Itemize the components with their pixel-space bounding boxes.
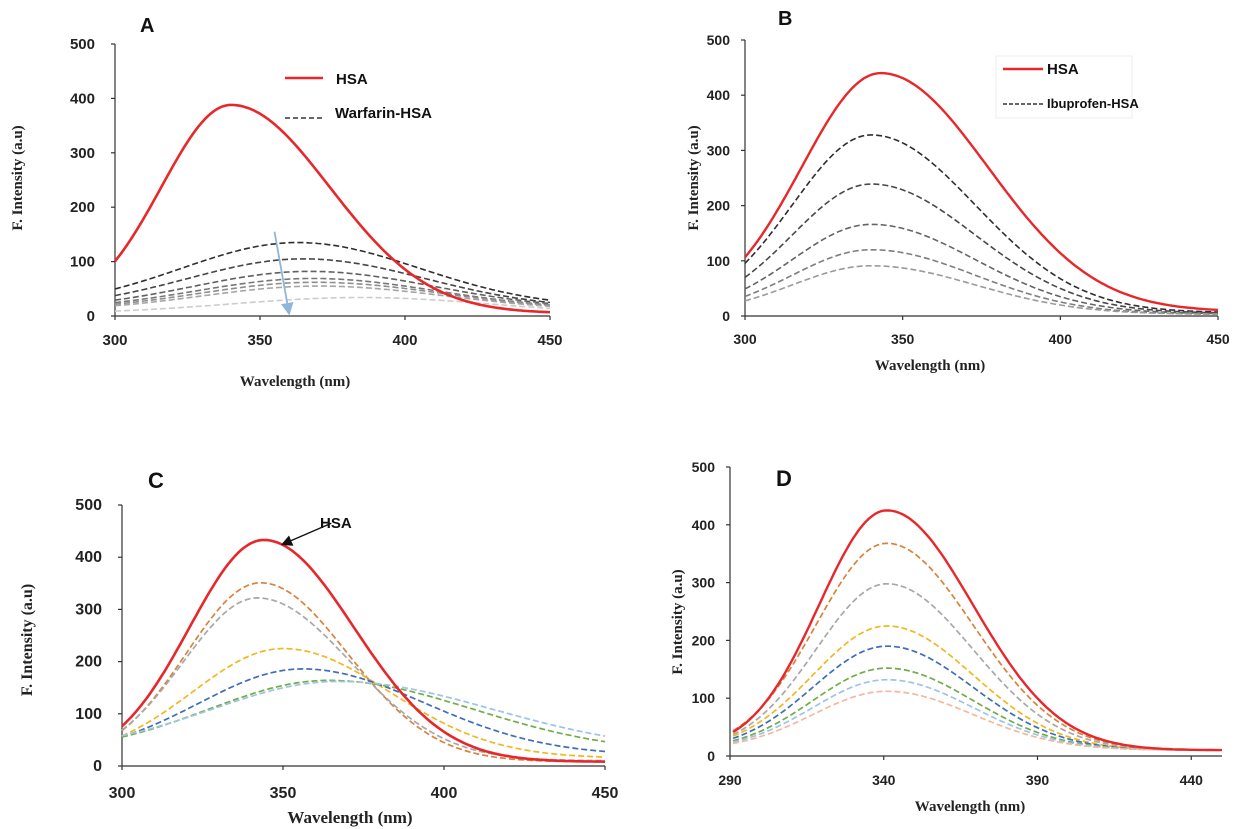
series-line-a-1 (114, 241, 551, 301)
y-tick-label-d-0: 0 (707, 748, 715, 764)
legend-label-hsa-a: HSA (336, 71, 368, 88)
y-tick-label-b-1: 100 (707, 253, 731, 269)
series-line-d-3 (732, 625, 1223, 752)
series-line-c-3 (121, 647, 606, 758)
x-tick-label-b-3: 450 (1206, 331, 1230, 347)
y-tick-label-b-5: 500 (707, 32, 731, 48)
x-tick-label-d-2: 390 (1026, 772, 1050, 788)
x-axis-label-d: Wavelength (nm) (915, 799, 1025, 815)
x-tick-label-a-0: 300 (102, 332, 127, 349)
x-axis-label-b: Wavelength (nm) (875, 358, 985, 374)
panel-b: B 0 100 200 300 400 500 300 350 400 450 Wavelengt… (686, 8, 1230, 374)
y-axis-label-d: F. Intensity (a.u) (670, 569, 686, 674)
y-tick-label-a-0: 0 (87, 308, 95, 325)
y-tick-label-c-2: 200 (75, 654, 102, 671)
series-line-a-0 (113, 103, 551, 314)
x-tick-label-d-3: 440 (1180, 772, 1204, 788)
legend-box-a (322, 68, 352, 146)
legend-label-hsa-b: HSA (1047, 61, 1079, 78)
series-line-d-1 (732, 542, 1222, 751)
series-line-b-2 (744, 183, 1218, 314)
y-tick-label-b-3: 300 (707, 142, 731, 158)
y-tick-label-b-0: 0 (722, 308, 730, 324)
panel-label-c: C (148, 468, 164, 493)
y-tick-label-c-3: 300 (75, 601, 102, 618)
series-line-c-4 (121, 668, 606, 753)
x-tick-label-a-3: 450 (537, 332, 562, 349)
y-tick-label-d-1: 100 (692, 690, 716, 706)
legend-box-b (995, 55, 1133, 119)
annotation-label-hsa-c: HSA (320, 515, 352, 532)
x-tick-label-a-1: 350 (247, 332, 272, 349)
x-tick-label-c-3: 450 (592, 785, 619, 802)
series-line-b-4 (744, 249, 1218, 315)
x-tick-label-b-0: 300 (733, 331, 757, 347)
series-line-d-0 (732, 509, 1222, 752)
panel-label-a: A (140, 15, 154, 37)
x-tick-label-a-2: 400 (392, 332, 417, 349)
panel-a: A 0 100 200 300 400 500 300 350 400 450 Wavelengt… (10, 15, 563, 390)
y-tick-label-b-4: 400 (707, 87, 731, 103)
x-tick-label-b-2: 400 (1049, 331, 1073, 347)
legend-a: HSA Warfarin-HSA (285, 68, 432, 146)
y-axis-label-b: F. Intensity (a.u) (686, 125, 702, 230)
y-tick-label-d-2: 200 (692, 632, 716, 648)
y-tick-label-a-2: 200 (70, 199, 95, 216)
plot-area-c: 0 100 200 300 400 500 300 350 400 450 (75, 497, 618, 802)
annotation-hsa-c: HSA (320, 515, 352, 532)
plot-area-a: 0 100 200 300 400 500 300 350 400 450 (70, 36, 563, 349)
y-tick-label-c-4: 400 (75, 549, 102, 566)
series-line-b-0 (744, 71, 1219, 312)
x-tick-label-d-0: 290 (718, 772, 742, 788)
series-line-a-5 (114, 281, 551, 307)
x-tick-label-c-2: 400 (431, 785, 458, 802)
y-tick-label-a-1: 100 (70, 254, 95, 271)
series-line-a-2 (114, 258, 551, 304)
panel-label-d: D (776, 466, 792, 491)
series-line-c-5 (121, 679, 606, 743)
series-line-a-6 (114, 285, 551, 308)
series-line-c-0 (121, 538, 606, 763)
legend-label-ibuprofen-b: Ibuprofen-HSA (1047, 96, 1139, 111)
y-axis-label-a: F. Intensity (a.u) (10, 125, 26, 230)
y-tick-label-c-0: 0 (93, 758, 102, 775)
annotation-arrow-c (280, 522, 332, 546)
legend-b: HSA Ibuprofen-HSA (995, 55, 1139, 119)
series-line-a-3 (114, 270, 551, 305)
x-tick-label-c-0: 300 (109, 785, 136, 802)
x-tick-label-c-1: 350 (270, 785, 297, 802)
y-tick-label-d-4: 400 (692, 517, 716, 533)
panel-c: C 0 100 200 300 400 500 300 350 400 450 Wavelengt… (19, 468, 618, 827)
x-axis-label-c: Wavelength (nm) (287, 808, 412, 827)
panel-label-b: B (778, 8, 792, 30)
series-line-d-2 (732, 582, 1222, 751)
y-axis-label-c: F. Intensity (a.u) (19, 584, 36, 696)
x-tick-label-b-1: 350 (891, 331, 915, 347)
panel-d: D 0 100 200 300 400 500 290 340 390 440 Wavelengt… (670, 459, 1223, 815)
y-tick-label-c-1: 100 (75, 706, 102, 723)
series-line-a-4 (114, 277, 551, 306)
trend-arrow-a (273, 231, 294, 316)
y-tick-label-a-3: 300 (70, 145, 95, 162)
y-tick-label-d-3: 300 (692, 575, 716, 591)
y-tick-label-c-5: 500 (75, 497, 102, 514)
series-line-c-6 (121, 680, 606, 737)
series-line-b-1 (744, 134, 1219, 313)
plot-area-b: 0 100 200 300 400 500 300 350 400 450 (707, 32, 1230, 347)
y-tick-label-a-5: 500 (70, 36, 95, 53)
series-line-b-3 (744, 223, 1218, 315)
series-line-d-7 (732, 690, 1222, 752)
x-tick-label-d-1: 340 (872, 772, 896, 788)
plot-area-d: 0 100 200 300 400 500 290 340 390 440 (692, 459, 1223, 788)
y-tick-label-a-4: 400 (70, 90, 95, 107)
y-tick-label-b-2: 200 (707, 198, 731, 214)
x-axis-label-a: Wavelength (nm) (240, 374, 350, 390)
series-line-b-5 (744, 265, 1219, 315)
y-tick-label-d-5: 500 (692, 459, 716, 475)
series-line-c-1 (121, 581, 606, 763)
legend-label-warfarin-a: Warfarin-HSA (335, 105, 432, 122)
